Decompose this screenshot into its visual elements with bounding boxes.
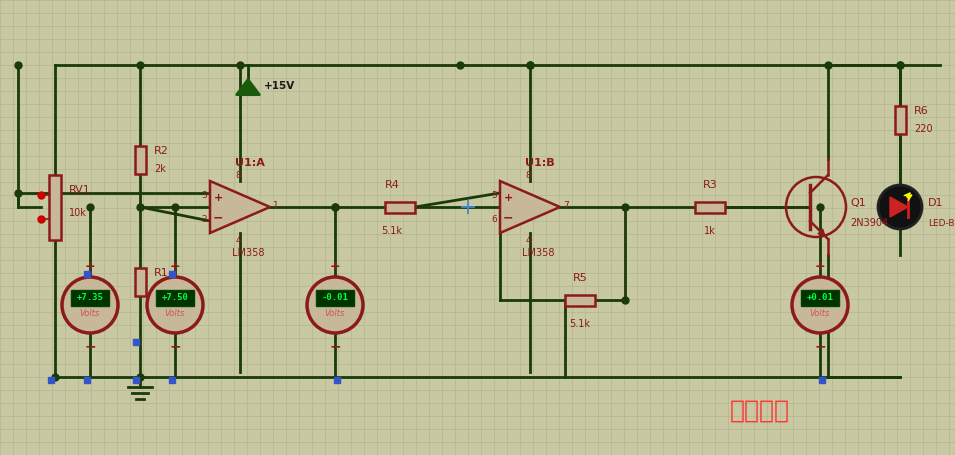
Bar <box>801 290 839 306</box>
Circle shape <box>147 278 203 333</box>
Polygon shape <box>890 197 908 217</box>
Bar <box>135 268 145 296</box>
Text: 4: 4 <box>525 236 531 244</box>
Text: 2k: 2k <box>154 285 166 295</box>
Text: +: + <box>503 192 513 202</box>
Text: +0.01: +0.01 <box>807 292 834 301</box>
Text: R3: R3 <box>703 180 717 190</box>
Circle shape <box>62 278 118 333</box>
Text: 7: 7 <box>563 201 569 210</box>
Text: 6: 6 <box>491 215 497 224</box>
Text: R5: R5 <box>573 273 587 283</box>
Text: LM358: LM358 <box>232 248 265 258</box>
Text: 1: 1 <box>273 201 279 210</box>
Text: −: − <box>815 338 826 352</box>
Text: 8: 8 <box>525 171 531 180</box>
Text: Volts: Volts <box>80 309 100 318</box>
Text: −: − <box>84 338 96 352</box>
Bar <box>895 107 905 135</box>
Text: +15V: +15V <box>264 81 295 91</box>
Polygon shape <box>500 182 560 233</box>
Text: 1k: 1k <box>704 226 716 236</box>
Text: LED-BIBY: LED-BIBY <box>928 218 955 227</box>
Text: 3: 3 <box>202 191 207 200</box>
Polygon shape <box>210 182 270 233</box>
Text: R6: R6 <box>914 106 929 116</box>
Text: +: + <box>170 259 180 273</box>
Circle shape <box>307 278 363 333</box>
Text: R2: R2 <box>154 146 169 156</box>
Text: R1: R1 <box>154 268 169 278</box>
Text: RV1: RV1 <box>69 185 91 195</box>
Bar <box>135 147 145 175</box>
Bar <box>695 202 725 213</box>
Text: 5.1k: 5.1k <box>569 318 590 328</box>
Text: +: + <box>213 192 223 202</box>
Text: U1:B: U1:B <box>525 157 555 167</box>
Text: D1: D1 <box>928 197 944 207</box>
Bar <box>71 290 109 306</box>
Text: 2N3904: 2N3904 <box>850 217 888 228</box>
Text: 8: 8 <box>235 171 241 180</box>
Text: 220: 220 <box>914 124 933 134</box>
Text: −: − <box>213 211 223 224</box>
Text: 4: 4 <box>235 236 241 244</box>
Polygon shape <box>236 80 260 96</box>
Text: R4: R4 <box>385 180 399 190</box>
Text: 2: 2 <box>202 215 207 224</box>
Text: 小北设计: 小北设计 <box>730 398 790 422</box>
Text: −: − <box>329 338 341 352</box>
Bar <box>49 175 61 240</box>
Bar <box>316 290 354 306</box>
Circle shape <box>878 186 922 229</box>
Text: Volts: Volts <box>165 309 185 318</box>
Text: −: − <box>169 338 180 352</box>
Text: +7.35: +7.35 <box>76 292 103 301</box>
Circle shape <box>792 278 848 333</box>
Text: -0.01: -0.01 <box>322 292 349 301</box>
Text: 10k: 10k <box>69 207 87 217</box>
Text: Volts: Volts <box>810 309 830 318</box>
Text: +: + <box>329 259 340 273</box>
Bar <box>156 290 194 306</box>
Text: Volts: Volts <box>325 309 345 318</box>
Bar <box>565 295 595 306</box>
Text: LM358: LM358 <box>521 248 554 258</box>
Text: 2k: 2k <box>154 164 166 174</box>
Text: U1:A: U1:A <box>235 157 265 167</box>
Text: +: + <box>85 259 96 273</box>
Bar <box>385 202 415 213</box>
Text: Q1: Q1 <box>850 197 866 207</box>
Text: 5: 5 <box>491 191 497 200</box>
Text: −: − <box>502 211 513 224</box>
Text: +: + <box>815 259 825 273</box>
Text: +7.50: +7.50 <box>161 292 188 301</box>
Text: 5.1k: 5.1k <box>381 226 402 236</box>
